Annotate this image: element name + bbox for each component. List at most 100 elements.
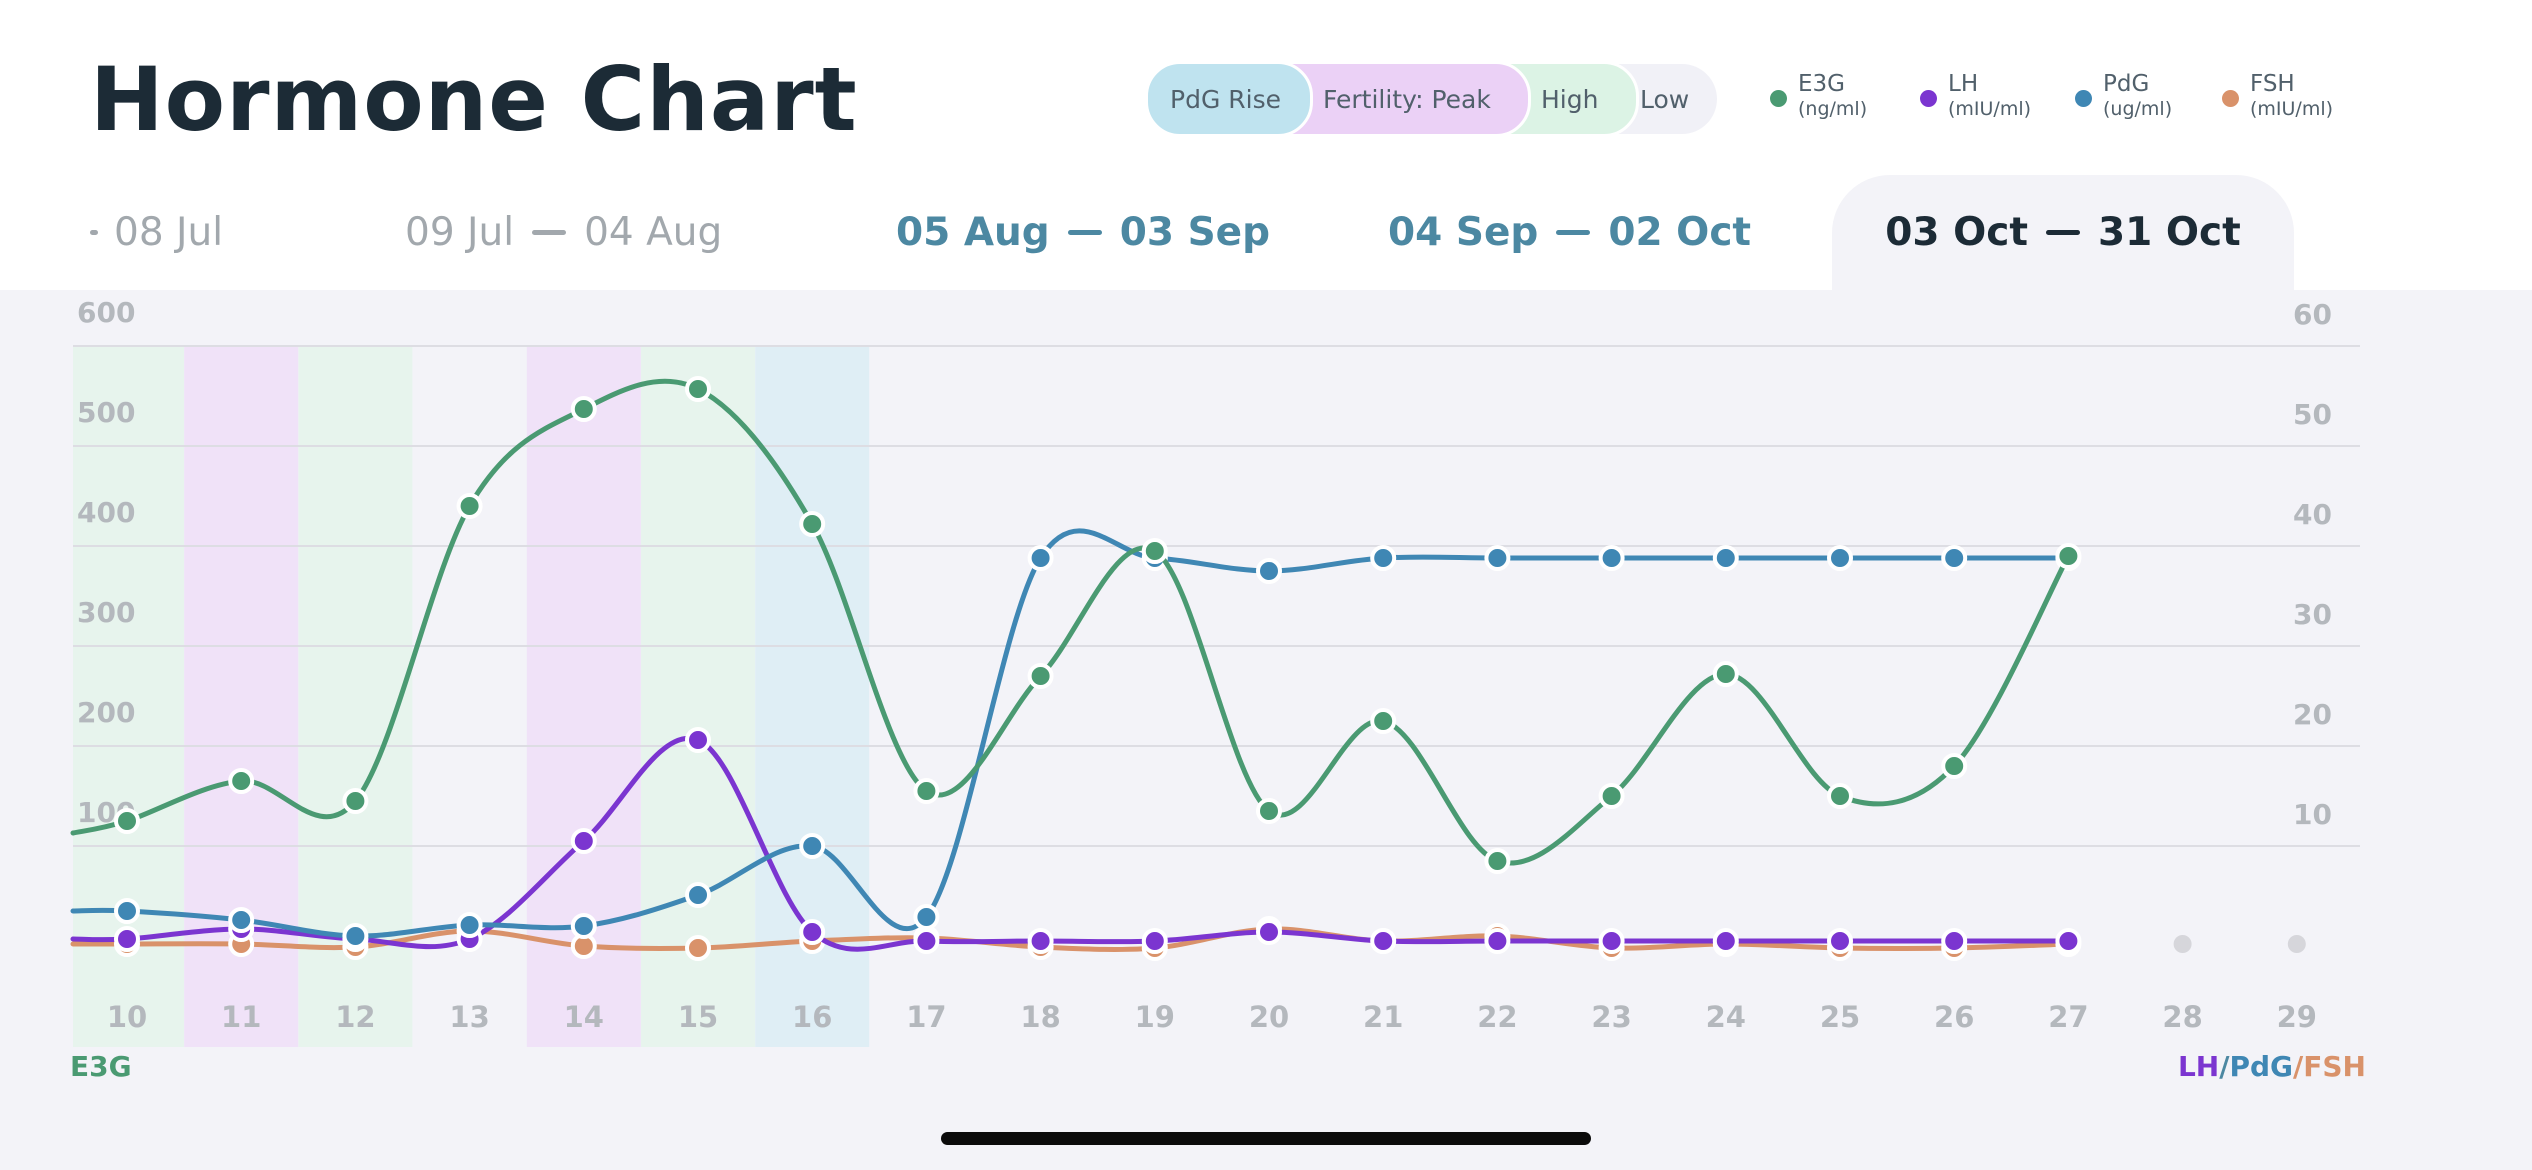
legend-item-lh: LH (mIU/ml) [1920,72,2031,122]
e3g-dot-icon [1770,90,1787,107]
cycle-tab-active[interactable]: 03 Oct 31 Oct [1832,175,2294,290]
x-tick-label: 10 [107,1000,147,1034]
cycle-tab-end: 08 Jul [114,210,224,255]
legend-unit: (mIU/ml) [2250,98,2334,120]
legend-item-pdg: PdG (ug/ml) [2075,72,2172,122]
empty-day-dot [2287,935,2306,953]
x-tick-label: 18 [1020,1000,1060,1034]
x-tick-label: 15 [678,1000,718,1034]
x-tick-label: 19 [1135,1000,1175,1034]
left-tick-label: 300 [77,596,135,629]
legend-item-e3g: E3G (ng/ml) [1770,72,1867,122]
fsh-point [685,935,711,961]
right-tick-label: 50 [2293,398,2332,431]
fsh-dot-icon [2222,90,2239,107]
cycle-tab-1[interactable]: 08 Jul [90,175,223,290]
e3g-point [1827,783,1853,809]
e3g-point [456,493,483,519]
e3g-point [114,808,140,834]
cycle-tab-start: 04 Sep [1388,210,1539,255]
x-tick-label: 16 [792,1000,832,1034]
home-indicator[interactable] [941,1132,1591,1145]
pdg-point [342,923,369,949]
pdg-point [799,833,826,859]
e3g-point [1370,708,1397,734]
cycle-tab-end: 02 Oct [1608,210,1752,255]
legend-unit: (ng/ml) [1798,98,1868,120]
e3g-point [1256,798,1282,824]
pdg-point [570,913,597,939]
phase-low-label: Low [1640,84,1690,114]
phase-peak-label: Fertility: Peak [1323,84,1491,114]
lh-dot-icon [1920,90,1937,107]
cycle-tab-start: 09 Jul [405,210,515,255]
cycle-tabs: 08 Jul 09 Jul 04 Aug 05 Aug 03 Sep 04 Se… [0,175,2532,290]
x-tick-label: 27 [2048,1000,2088,1034]
e3g-point [799,511,826,537]
legend-name: PdG [2103,71,2150,97]
pdg-line [70,528,2071,939]
dash-icon [1067,230,1102,235]
left-tick-label: 200 [77,696,135,729]
right-axis-label: LH/PdG/FSH [2178,1050,2366,1083]
legend-unit: (mIU/ml) [1948,98,2032,120]
x-tick-label: 24 [1706,1000,1746,1034]
cycle-tab-4[interactable]: 04 Sep 02 Oct [1388,175,1751,290]
right-axis-label-part: PdG [2229,1050,2293,1083]
pdg-point [1941,545,1968,571]
e3g-point [1598,783,1625,809]
x-tick-label: 22 [1477,1000,1517,1034]
pdg-point [228,907,255,933]
legend-unit: (ug/ml) [2103,98,2173,120]
lh-point [1256,919,1282,945]
lh-point [1027,928,1054,954]
x-tick-label: 23 [1591,1000,1631,1034]
dash-icon [90,230,98,235]
pdg-point [913,904,940,930]
lh-point [1484,928,1511,954]
legend-name: LH [1948,71,1979,97]
pdg-point [1027,545,1054,571]
x-tick-label: 29 [2277,1000,2317,1034]
dash-icon [1556,230,1591,235]
left-axis-label: E3G [70,1050,132,1083]
right-tick-label: 40 [2293,498,2332,531]
phase-pdg-rise-pill: PdG Rise [1145,61,1313,137]
chart-area: 100 200 300 400 500 600 10 20 30 40 50 60 10 11 12 13 14… [0,290,2532,1170]
dash-icon [2046,230,2080,235]
lh-point [913,928,940,954]
x-tick-label: 12 [335,1000,375,1034]
lh-point [1141,928,1168,954]
pdg-point [1712,545,1739,571]
cycle-tab-start: 03 Oct [1885,210,2028,255]
x-tick-label: 11 [221,1000,261,1034]
pdg-point [1370,545,1397,571]
phase-pdg-rise-label: PdG Rise [1170,84,1281,114]
cycle-tab-end: 03 Sep [1119,210,1271,255]
cycle-tab-end: 04 Aug [584,210,723,255]
e3g-point [685,376,711,402]
lh-point [799,919,826,945]
hormone-legend: E3G (ng/ml) LH (mIU/ml) PdG (ug/ml) FSH (mIU… [1770,72,2470,132]
x-tick-label: 20 [1249,1000,1289,1034]
lh-point [1941,928,1968,954]
header: Hormone Chart Low High Fertility: Peak P… [0,0,2532,290]
page-title: Hormone Chart [90,48,858,151]
e3g-point [342,788,369,814]
cycle-tab-3[interactable]: 05 Aug 03 Sep [896,175,1270,290]
pdg-point [1484,545,1511,571]
phase-band-15 [641,346,755,1047]
right-tick-label: 30 [2293,598,2332,631]
cycle-tab-2[interactable]: 09 Jul 04 Aug [405,175,722,290]
pdg-point [456,912,483,938]
empty-day-dot [2173,935,2192,953]
pdg-point [1598,545,1625,571]
pdg-point [114,898,140,924]
legend-name: E3G [1798,71,1845,97]
e3g-point [228,768,255,794]
e3g-point [1141,538,1168,564]
left-tick-label: 500 [77,396,135,429]
right-axis-label-part: / [2219,1050,2230,1083]
e3g-point [913,778,940,804]
x-tick-label: 21 [1363,1000,1403,1034]
